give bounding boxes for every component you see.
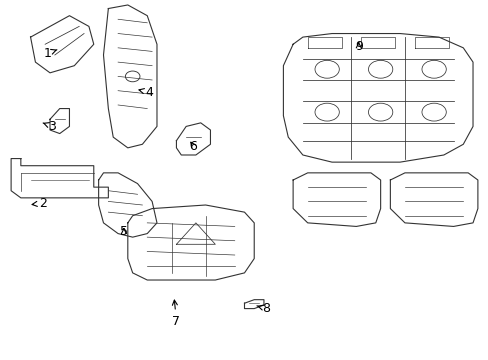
Text: 3: 3	[43, 120, 56, 133]
Text: 4: 4	[139, 86, 153, 99]
Text: 2: 2	[32, 197, 46, 210]
Text: 1: 1	[43, 47, 57, 60]
Text: 8: 8	[256, 302, 270, 315]
Text: 9: 9	[354, 40, 362, 53]
Text: 7: 7	[172, 300, 180, 328]
Text: 5: 5	[120, 225, 128, 238]
Text: 6: 6	[189, 140, 197, 153]
